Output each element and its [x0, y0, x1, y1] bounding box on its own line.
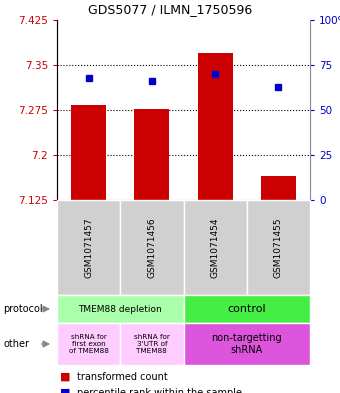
Text: percentile rank within the sample: percentile rank within the sample — [78, 388, 242, 393]
Bar — [198, 53, 233, 200]
Text: ■: ■ — [61, 388, 71, 393]
Bar — [71, 105, 106, 200]
Text: GSM1071454: GSM1071454 — [210, 217, 220, 278]
Text: control: control — [227, 304, 266, 314]
Text: ■: ■ — [61, 372, 71, 382]
Text: shRNA for
first exon
of TMEM88: shRNA for first exon of TMEM88 — [69, 334, 108, 354]
Text: GSM1071456: GSM1071456 — [147, 217, 156, 278]
Text: TMEM88 depletion: TMEM88 depletion — [79, 305, 162, 314]
Bar — [261, 176, 296, 200]
Text: non-targetting
shRNA: non-targetting shRNA — [211, 333, 282, 355]
Bar — [135, 109, 169, 200]
Text: GSM1071455: GSM1071455 — [274, 217, 283, 278]
Text: GDS5077 / ILMN_1750596: GDS5077 / ILMN_1750596 — [88, 4, 252, 17]
Text: other: other — [3, 339, 29, 349]
Text: transformed count: transformed count — [78, 372, 168, 382]
Text: GSM1071457: GSM1071457 — [84, 217, 93, 278]
Text: protocol: protocol — [3, 304, 43, 314]
Text: shRNA for
3'UTR of
TMEM88: shRNA for 3'UTR of TMEM88 — [134, 334, 170, 354]
